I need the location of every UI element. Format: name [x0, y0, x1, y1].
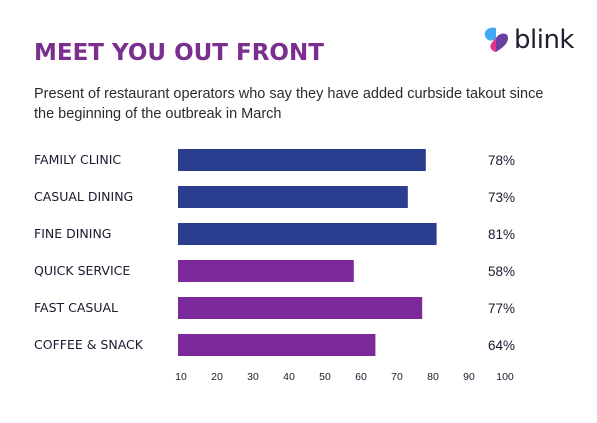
x-tick-label: 90 [463, 371, 475, 383]
category-label: FAST CASUAL [34, 300, 118, 315]
value-label: 78% [488, 153, 515, 168]
value-label: 81% [488, 227, 515, 242]
category-label: CASUAL DINING [34, 189, 133, 204]
x-tick-label: 80 [427, 371, 439, 383]
x-tick-label: 30 [247, 371, 259, 383]
blink-logo-icon [484, 27, 508, 52]
bar [178, 297, 423, 319]
value-label: 77% [488, 301, 515, 316]
x-tick-label: 40 [283, 371, 295, 383]
category-label: QUICK SERVICE [34, 263, 130, 278]
bar [178, 334, 376, 356]
value-label: 64% [488, 338, 515, 353]
category-label: FINE DINING [34, 226, 111, 241]
x-tick-label: 70 [391, 371, 403, 383]
value-label: 73% [488, 190, 515, 205]
chart-subtitle: Present of restaurant operators who say … [34, 86, 544, 122]
bar [178, 223, 437, 245]
chart-title: MEET YOU OUT FRONT [34, 40, 324, 66]
blink-logo-text: blink [514, 25, 575, 55]
x-tick-label: 20 [211, 371, 223, 383]
x-tick-label: 100 [496, 371, 514, 383]
blink-logo: blink [480, 24, 590, 60]
x-tick-label: 10 [175, 371, 187, 383]
category-label: FAMILY CLINIC [34, 152, 121, 167]
value-label: 58% [488, 264, 515, 279]
bar [178, 260, 354, 282]
bar [178, 186, 408, 208]
category-label: COFFEE & SNACK [34, 337, 144, 352]
x-tick-label: 50 [319, 371, 331, 383]
bar [178, 149, 426, 171]
x-tick-label: 60 [355, 371, 367, 383]
